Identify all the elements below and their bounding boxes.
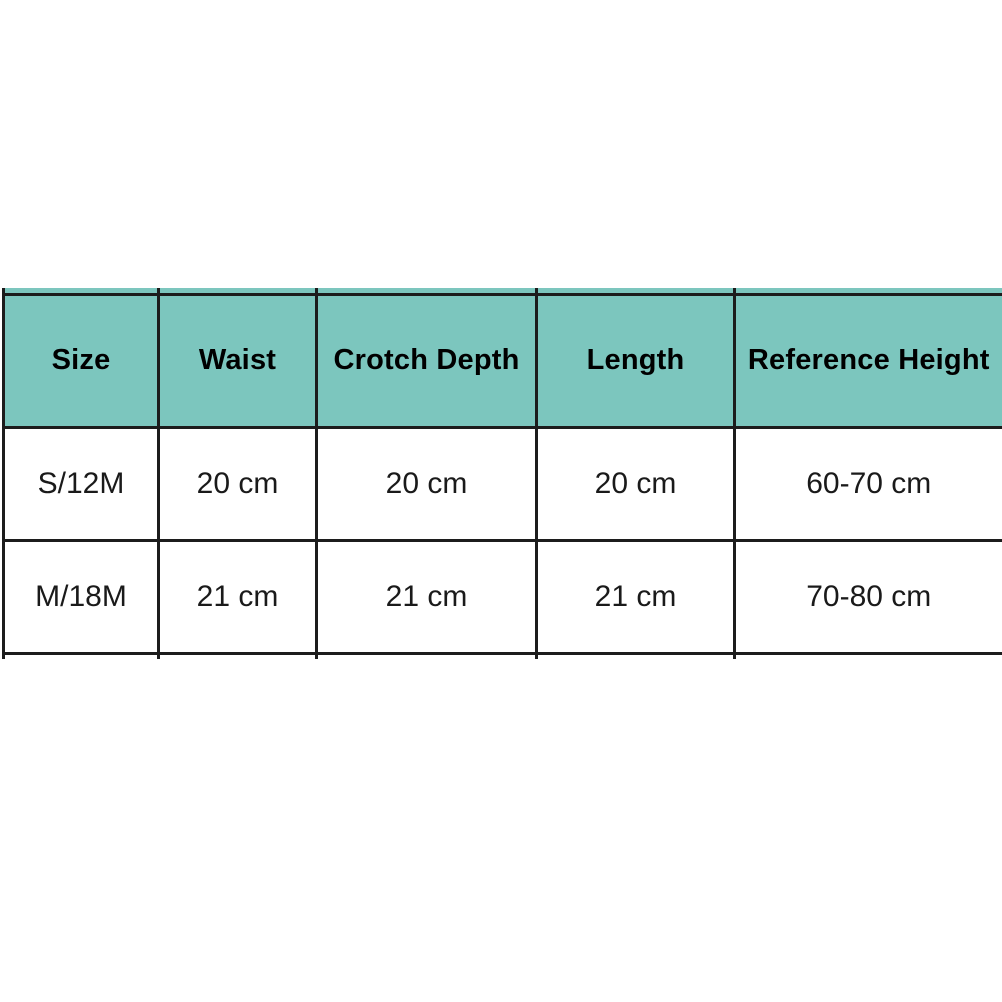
crop-stub-cell (733, 651, 1002, 659)
cell-waist: 20 cm (157, 425, 318, 542)
crop-sliver-cell (157, 288, 318, 296)
cell-crotch-depth: 21 cm (315, 538, 538, 655)
col-header-waist: Waist (157, 292, 318, 429)
cell-reference-height: 60-70 cm (733, 425, 1002, 542)
cropped-row-bottom (2, 651, 1002, 659)
header-row: Size Waist Crotch Depth Length Reference… (2, 292, 1002, 429)
cell-length: 20 cm (535, 425, 736, 542)
col-header-length: Length (535, 292, 736, 429)
table-row: M/18M 21 cm 21 cm 21 cm 70-80 cm (2, 538, 1002, 655)
crop-sliver-cell (733, 288, 1002, 296)
crop-stub-cell (535, 651, 736, 659)
col-header-reference-height: Reference Height (733, 292, 1002, 429)
col-header-crotch-depth: Crotch Depth (315, 292, 538, 429)
cropped-row-top (2, 288, 1002, 296)
table-row: S/12M 20 cm 20 cm 20 cm 60-70 cm (2, 425, 1002, 542)
crop-sliver-cell (315, 288, 538, 296)
crop-stub-cell (157, 651, 318, 659)
size-chart-table: Size Waist Crotch Depth Length Reference… (2, 288, 1002, 659)
col-header-size: Size (2, 292, 160, 429)
cell-size: M/18M (2, 538, 160, 655)
cell-waist: 21 cm (157, 538, 318, 655)
cell-crotch-depth: 20 cm (315, 425, 538, 542)
crop-sliver-cell (2, 288, 160, 296)
crop-stub-cell (2, 651, 160, 659)
crop-stub-cell (315, 651, 538, 659)
cell-length: 21 cm (535, 538, 736, 655)
cell-size: S/12M (2, 425, 160, 542)
crop-sliver-cell (535, 288, 736, 296)
cell-reference-height: 70-80 cm (733, 538, 1002, 655)
